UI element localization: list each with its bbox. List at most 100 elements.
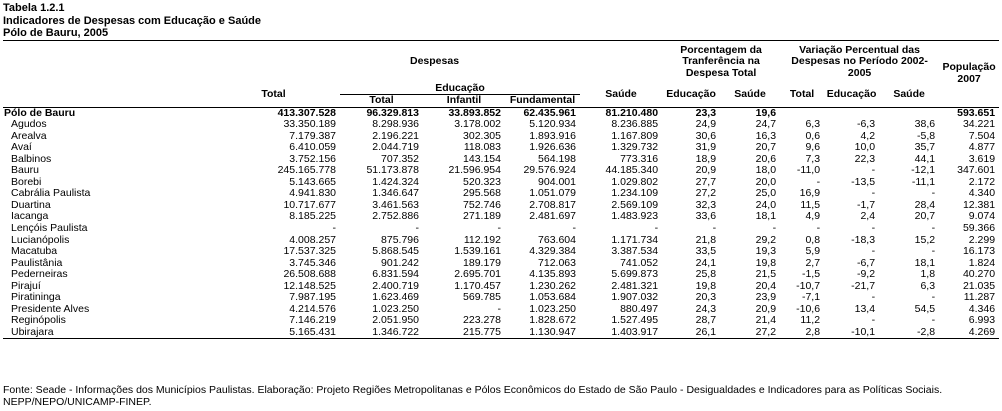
cell-total: 245.165.778 [277,164,336,177]
cell-saude: 1.171.734 [611,233,659,246]
cell-pct-edu: 33,6 [695,210,717,223]
cell-pct-saude: 19,8 [755,256,777,269]
cell-pct-edu: 20,3 [695,291,717,304]
cell-saude: 8.236.885 [611,118,659,131]
cell-name: Piratininga [11,291,61,304]
cell-infantil: 143.154 [463,152,501,165]
cell-saude: 880.497 [620,302,659,315]
cell-total: 33.350.189 [283,118,336,131]
cell-infantil: 271.189 [463,210,501,223]
table-row: Lençóis Paulista - - - - - - - - - - 59.366 [3,221,999,235]
cell-pct-saude: 21,5 [755,268,777,281]
cell-name: Agudos [11,118,47,131]
table-row: Paulistânia 3.745.346 901.242 189.179 712.06… [3,256,999,270]
cell-infantil: 2.695.701 [454,268,501,281]
cell-edu-total: 2.051.950 [372,314,419,327]
cell-pop: 3.619 [968,152,996,165]
cell-edu-total: 5.868.545 [372,245,419,258]
cell-name: Ubirajara [3,326,207,340]
header-porcentagem: Porcentagem da Tranferência na Despesa T… [680,43,762,79]
cell-pop: 593.651 [957,106,996,119]
cell-saude: 1.483.923 [611,210,659,223]
cell-pct-saude: 24,7 [755,118,777,131]
cell-name: Pólo de Bauru [4,106,76,119]
cell-pct-saude: 20,6 [755,152,777,165]
cell-pct-saude: 19,3 [755,245,777,258]
header-infantil: Infantil [446,94,482,106]
cell-edu-total: 1.346.722 [340,326,423,340]
cell-var-total: -11,0 [796,164,821,177]
cell-edu-total: 1.623.469 [372,291,419,304]
cell-var-edu: -6,3 [856,118,876,131]
cell-pop: 1.824 [968,256,996,269]
cell-total: 5.143.665 [289,175,336,188]
cell-fundamental: 1.023.250 [529,302,576,315]
cell-saude: 1.234.109 [611,187,659,200]
cell-total: 7.179.387 [289,129,336,142]
header-var-total: Total [789,87,815,100]
cell-saude: 1.329.732 [611,141,659,154]
cell-fundamental: 1.828.672 [529,314,576,327]
cell-fundamental: 1.053.684 [529,291,576,304]
cell-total: 5.165.431 [207,326,340,340]
footer-credits: NEPP/NEPO/UNICAMP-FINEP. [3,396,152,408]
cell-var-total: 5,9 [805,245,821,258]
data-table: Despesas Porcentagem da Tranferência na … [3,40,1000,340]
cell-total: 10.717.677 [283,198,336,211]
cell-pop: 2.172 [968,175,996,188]
cell-edu-total: 51.173.878 [366,164,419,177]
cell-pop: 347.601 [957,164,996,177]
cell-var-edu: - [871,187,876,200]
cell-name: Lucianópolis [11,233,70,246]
cell-var-saude: -11,1 [911,175,936,188]
cell-pct-edu: 24,1 [695,256,717,269]
cell-total: 6.410.059 [289,141,336,154]
cell-fundamental: 564.198 [538,152,576,165]
cell-saude: 741.052 [620,256,659,269]
cell-pct-edu: 18,9 [695,152,717,165]
cell-fundamental: 5.120.934 [529,118,576,131]
cell-var-saude: 35,7 [914,141,936,154]
cell-pop: 16.173 [962,245,996,258]
table-row: Duartina 10.717.677 3.461.563 752.746 2.708.… [3,198,999,212]
cell-edu-total: 1.424.324 [372,175,419,188]
table-row: Presidente Alves 4.214.576 1.023.250 - 1.023… [3,302,999,316]
cell-var-total: -7,1 [801,291,821,304]
cell-var-total: -10,7 [796,279,821,292]
cell-pct-saude: 16,3 [755,129,777,142]
cell-var-saude: 18,1 [914,256,936,269]
cell-var-saude: -2,8 [879,326,940,340]
cell-edu-total: 2.400.719 [372,279,419,292]
cell-infantil: - [497,302,502,315]
cell-saude: 3.387.534 [611,245,659,258]
cell-pct-edu: 27,7 [695,175,717,188]
cell-edu-total: 2.196.221 [372,129,419,142]
cell-fundamental: 763.604 [538,233,576,246]
cell-infantil: - [497,221,502,234]
cell-pct-edu: 24,3 [695,302,717,315]
cell-pct-saude: 24,0 [755,198,777,211]
cell-edu-total: 2.752.886 [372,210,419,223]
table-row: Arealva 7.179.387 2.196.221 302.305 1.893.91… [3,129,999,143]
cell-name: Lençóis Paulista [11,221,88,234]
cell-var-edu: -21,7 [851,279,876,292]
cell-pop: 4.269 [939,326,1000,340]
cell-var-total: 9,6 [805,141,821,154]
cell-var-total: - [816,175,821,188]
cell-pct-edu: 21,8 [695,233,717,246]
cell-fundamental: 4.135.893 [529,268,576,281]
cell-var-edu: 13,4 [854,302,876,315]
cell-pct-saude: 18,1 [755,210,777,223]
cell-name: Pirajuí [11,279,41,292]
cell-saude: 5.699.873 [611,268,659,281]
cell-fundamental: 1.893.916 [529,129,576,142]
cell-infantil: 520.323 [463,175,501,188]
cell-pct-saude: 21,4 [755,314,777,327]
cell-var-total: 11,5 [800,198,821,211]
header-total: Total [261,87,286,100]
cell-total: 4.008.257 [289,233,336,246]
cell-var-saude: - [931,245,936,258]
cell-saude: - [654,221,659,234]
header-pct-educacao: Educação [666,87,716,100]
cell-name: Macatuba [11,245,58,258]
